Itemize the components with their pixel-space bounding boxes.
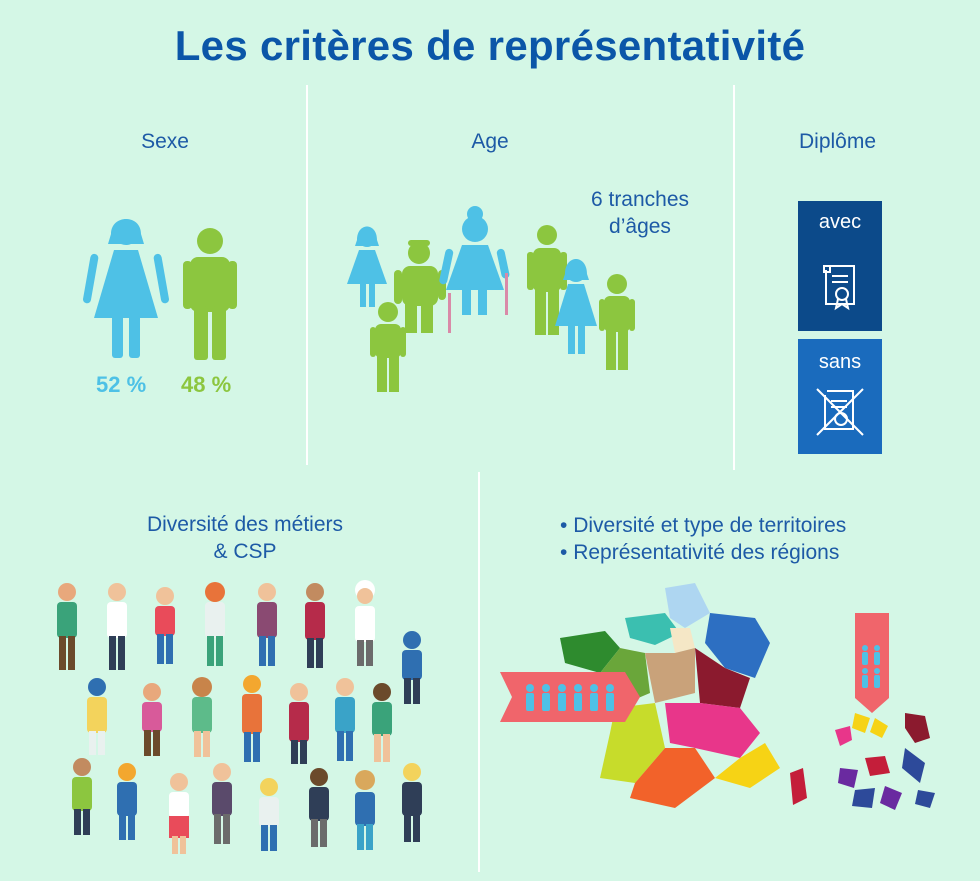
without-diploma-box: sans [798,339,882,454]
region-bourgogne [695,648,750,708]
people-crowd-icon [57,580,422,854]
woman-icon [83,219,169,358]
people-ribbon-down [855,613,889,713]
region-occitanie [630,748,715,808]
young-woman-icon [555,259,597,354]
kid-figure-icon [599,274,635,370]
girl-figure-icon [347,226,387,307]
divider-bottom [478,472,480,872]
boy-figure-icon [370,302,406,392]
people-ribbon-left [500,672,640,722]
with-diploma-label: avec [818,211,862,233]
without-diploma-label: sans [818,351,862,373]
territoires-bullet-2: • Représentativité des régions [560,541,840,564]
elderly-man-icon [394,240,451,333]
crossed-diploma-icon [816,388,864,436]
metiers-label-line2: & CSP [213,540,277,563]
overseas-territories-map [835,713,935,810]
region-normandie [625,613,680,645]
region-hauts-de-france [665,583,710,628]
divider-age-diplome [733,85,735,470]
region-corse [790,768,807,805]
region-centre [645,648,695,703]
male-percent: 48 % [181,372,232,397]
territoires-bullet-2-text: Représentativité des régions [573,541,840,564]
region-nouvelle-aquitaine [600,703,665,783]
region-grand-est [705,613,770,678]
man-icon [183,228,237,360]
sexe-label: Sexe [141,130,189,153]
region-bretagne [560,631,620,673]
age-note-line2: d’âges [609,215,671,238]
female-percent: 52 % [96,372,147,397]
region-ile-de-france [670,628,695,653]
region-paca [715,743,780,788]
diploma-scroll-icon [823,265,855,311]
page-title: Les critères de représentativité [174,22,806,69]
territoires-bullet-1: • Diversité et type de territoires [560,514,847,537]
diplome-label: Diplôme [798,130,877,153]
region-auvergne-rhone-alpes [665,703,760,758]
divider-sexe-age [306,85,308,465]
metiers-label-line1: Diversité des métiers [146,513,344,536]
elderly-woman-icon [439,206,510,315]
age-label: Age [471,130,509,153]
territoires-bullet-1-text: Diversité et type de territoires [573,514,847,537]
age-note-line1: 6 tranches [590,188,690,211]
teen-boy-icon [527,225,567,335]
